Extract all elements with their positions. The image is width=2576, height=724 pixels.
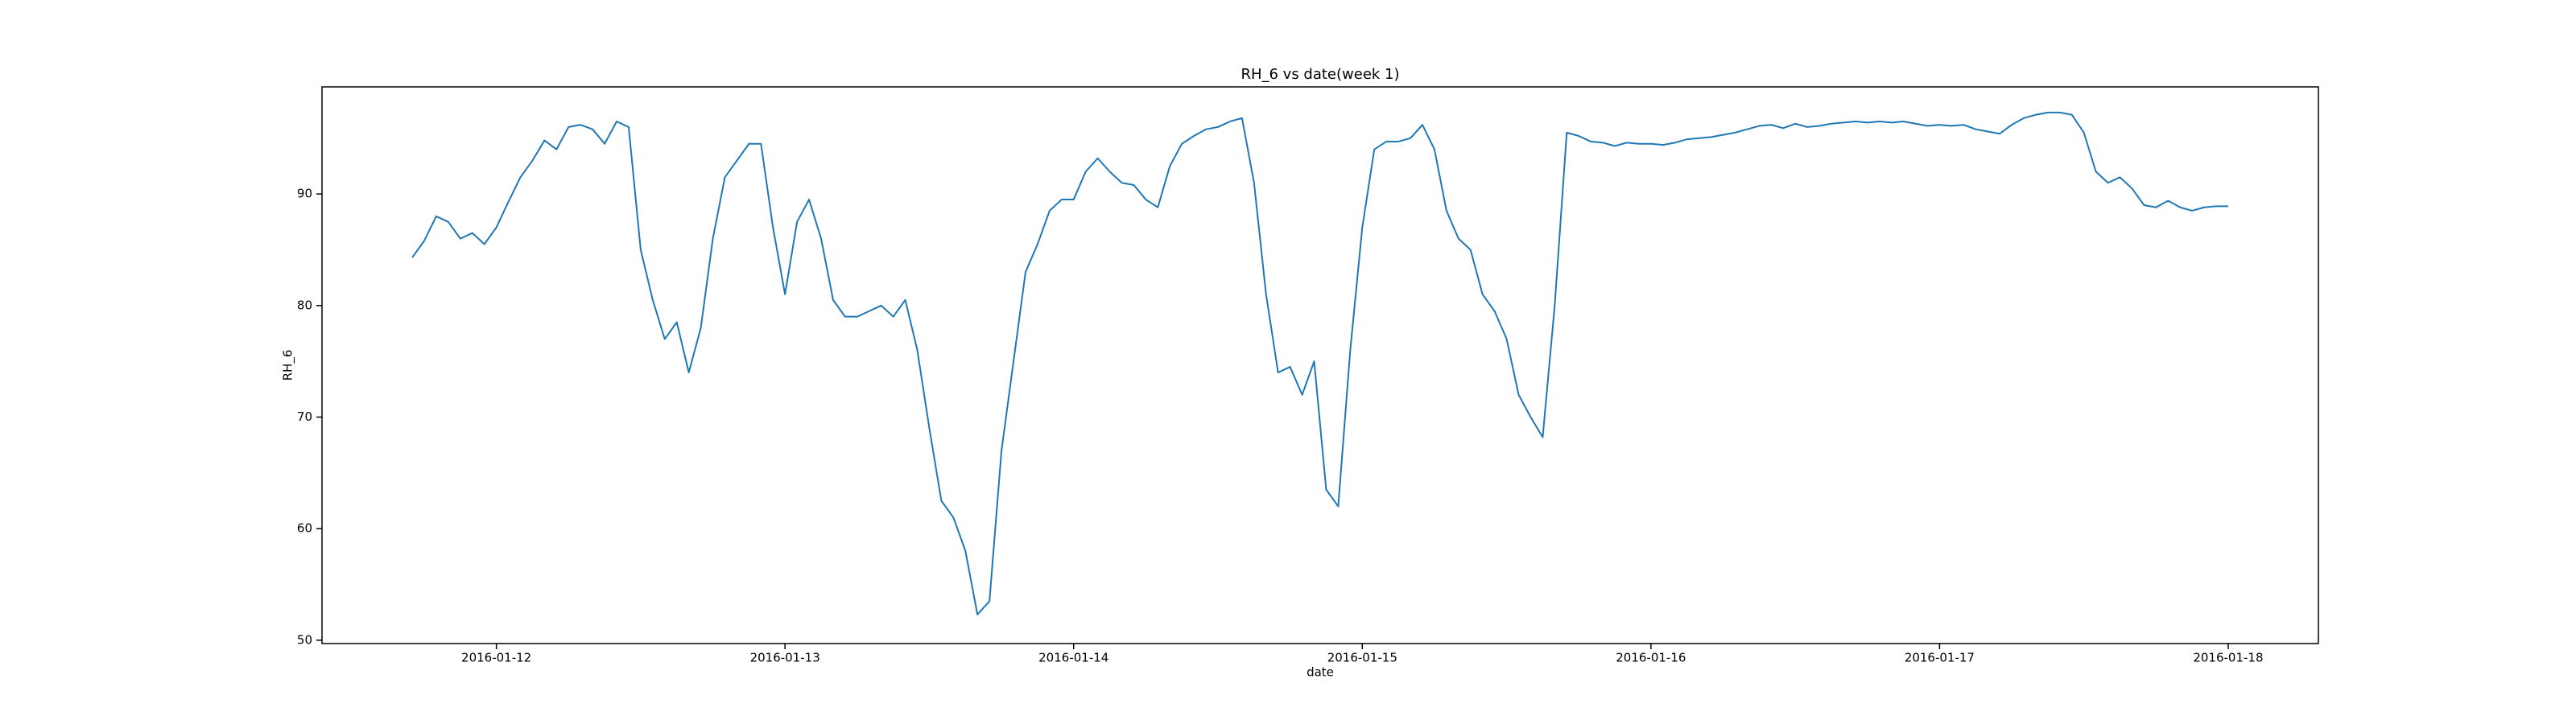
x-tick-label: 2016-01-16	[1616, 651, 1686, 665]
data-line	[411, 111, 2228, 615]
x-axis-label: date	[1307, 665, 1334, 680]
y-tick-label: 60	[297, 521, 312, 536]
x-tick-label: 2016-01-12	[461, 651, 531, 665]
y-tick-label: 80	[297, 298, 312, 312]
x-tick-label: 2016-01-18	[2193, 651, 2263, 665]
y-axis-label: RH_6	[281, 350, 296, 381]
y-tick-label: 70	[297, 409, 312, 424]
plot-frame	[321, 86, 2319, 644]
x-tick-label: 2016-01-13	[750, 651, 820, 665]
y-tick-label: 90	[297, 187, 312, 201]
x-tick-label: 2016-01-15	[1327, 651, 1397, 665]
chart-title: RH_6 vs date(week 1)	[1241, 66, 1399, 83]
x-tick-label: 2016-01-17	[1905, 651, 1975, 665]
x-tick-label: 2016-01-14	[1038, 651, 1108, 665]
y-tick-label: 50	[297, 632, 312, 647]
